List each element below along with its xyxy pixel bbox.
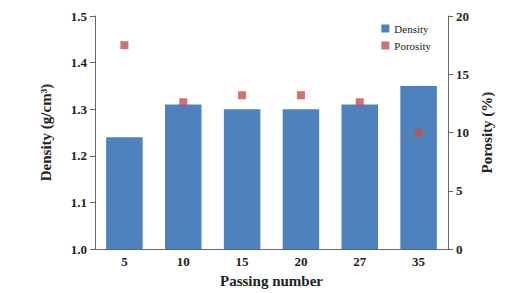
svg-text:Density: Density <box>394 23 429 35</box>
svg-text:10: 10 <box>456 125 469 140</box>
svg-text:15: 15 <box>456 67 470 82</box>
svg-text:10: 10 <box>177 254 190 269</box>
svg-text:Density (g/cm³): Density (g/cm³) <box>38 84 55 181</box>
svg-text:20: 20 <box>294 254 307 269</box>
svg-text:Passing number: Passing number <box>220 273 323 289</box>
svg-text:0: 0 <box>456 242 463 257</box>
svg-text:Porosity (%): Porosity (%) <box>479 92 496 174</box>
svg-text:1.1: 1.1 <box>71 195 87 210</box>
svg-text:35: 35 <box>412 254 426 269</box>
svg-text:20: 20 <box>456 9 469 24</box>
svg-text:5: 5 <box>121 254 128 269</box>
svg-text:1.4: 1.4 <box>71 55 88 70</box>
svg-text:5: 5 <box>456 183 463 198</box>
svg-text:1.0: 1.0 <box>71 242 87 257</box>
svg-text:27: 27 <box>353 254 367 269</box>
svg-text:1.3: 1.3 <box>71 102 88 117</box>
svg-text:15: 15 <box>236 254 250 269</box>
svg-text:1.5: 1.5 <box>71 9 88 24</box>
svg-text:1.2: 1.2 <box>71 148 87 163</box>
svg-text:Porosity: Porosity <box>394 40 431 52</box>
